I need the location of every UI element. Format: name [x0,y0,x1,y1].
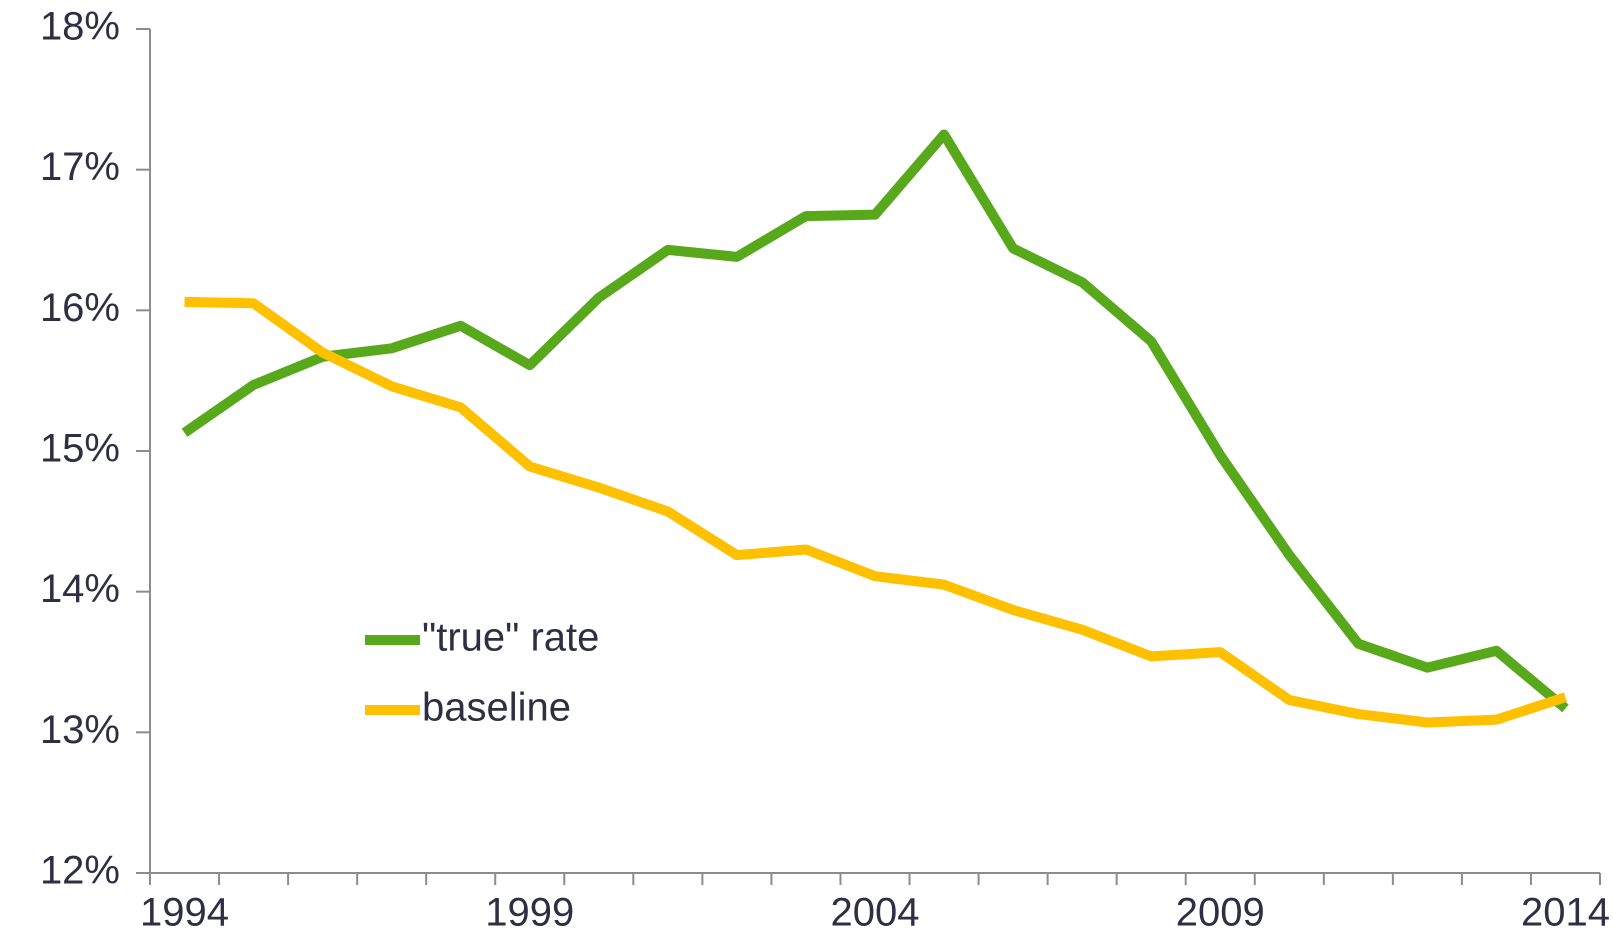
x-tick-label: 2014 [1521,891,1610,935]
y-tick-label: 18% [40,5,120,49]
y-tick-label: 17% [40,145,120,189]
x-tick-label: 1999 [485,891,574,935]
y-tick-label: 15% [40,427,120,471]
y-tick-label: 12% [40,849,120,893]
line-series [181,129,1569,713]
legend-label: "true" rate [422,616,599,660]
x-tick-label: 1994 [140,891,229,935]
legend-label: baseline [422,686,571,730]
y-tick-label: 13% [40,708,120,752]
y-tick-label: 16% [40,286,120,330]
y-tick-label: 14% [40,567,120,611]
x-tick-label: 2004 [831,891,920,935]
line-series [184,296,1568,728]
x-tick-label: 2009 [1176,891,1265,935]
